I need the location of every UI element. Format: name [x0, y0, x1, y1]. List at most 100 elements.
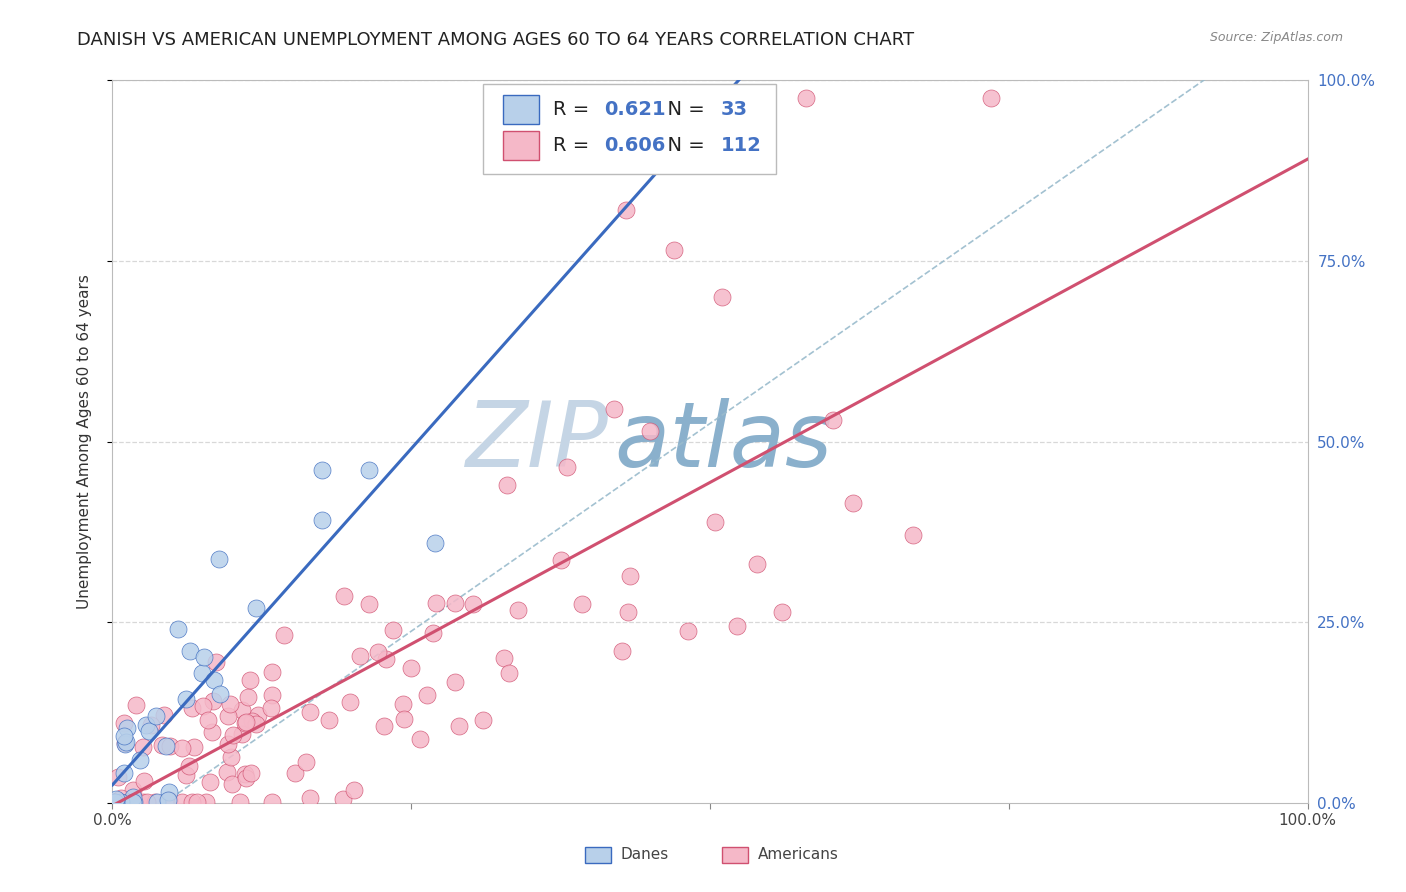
Point	[174, 691, 197, 706]
Point	[550, 553, 572, 567]
Point	[132, 795, 155, 809]
Point	[112, 715, 135, 730]
Text: DANISH VS AMERICAN UNEMPLOYMENT AMONG AGES 60 TO 64 YEARS CORRELATION CHART: DANISH VS AMERICAN UNEMPLOYMENT AMONG AG…	[77, 31, 914, 49]
Point	[229, 795, 252, 809]
Text: R =: R =	[554, 100, 596, 119]
Point	[318, 713, 340, 727]
Point	[239, 673, 262, 687]
Point	[444, 675, 467, 690]
Point	[416, 688, 439, 702]
Point	[298, 705, 321, 719]
Point	[132, 740, 155, 755]
Point	[135, 795, 157, 809]
Point	[221, 728, 243, 742]
Bar	[723, 847, 748, 863]
Point	[245, 717, 267, 731]
Point	[105, 792, 128, 806]
Point	[260, 701, 283, 715]
Text: 0.621: 0.621	[603, 100, 665, 119]
Text: 0.606: 0.606	[603, 136, 665, 155]
Point	[603, 402, 626, 417]
Point	[110, 795, 132, 809]
Point	[260, 795, 283, 809]
Point	[170, 795, 193, 809]
Point	[240, 714, 263, 728]
Point	[374, 652, 396, 666]
Point	[425, 535, 447, 549]
Point	[399, 661, 422, 675]
Point	[409, 732, 432, 747]
Point	[204, 655, 226, 669]
Point	[339, 695, 361, 709]
Point	[193, 650, 215, 665]
Point	[711, 290, 734, 304]
Point	[246, 707, 269, 722]
Point	[231, 727, 253, 741]
Point	[471, 713, 494, 727]
Point	[357, 597, 380, 611]
Text: atlas: atlas	[614, 398, 832, 485]
Point	[373, 719, 395, 733]
Point	[122, 783, 145, 797]
Point	[349, 648, 371, 663]
Point	[145, 709, 167, 723]
Point	[150, 738, 173, 752]
Point	[236, 690, 259, 705]
Point	[703, 515, 725, 529]
Point	[425, 596, 447, 610]
Point	[770, 605, 793, 619]
Point	[201, 694, 224, 708]
Point	[122, 795, 145, 809]
Point	[619, 569, 641, 583]
Point	[422, 625, 444, 640]
Point	[153, 708, 176, 723]
Point	[343, 783, 366, 797]
Point	[392, 697, 415, 711]
Point	[664, 243, 686, 257]
Point	[273, 628, 295, 642]
Point	[191, 665, 214, 680]
Point	[245, 600, 267, 615]
Point	[135, 718, 157, 732]
Point	[498, 665, 520, 680]
Point	[233, 767, 256, 781]
Point	[219, 750, 242, 764]
Point	[181, 701, 204, 715]
Point	[103, 795, 125, 809]
Point	[367, 645, 389, 659]
Point	[235, 772, 257, 786]
Point	[115, 795, 138, 809]
Point	[128, 753, 150, 767]
Point	[217, 764, 239, 779]
Bar	[585, 847, 610, 863]
Point	[747, 558, 769, 572]
Point	[117, 795, 139, 809]
Text: ZIP: ZIP	[465, 398, 609, 485]
Point	[172, 741, 194, 756]
Point	[359, 463, 381, 477]
Point	[444, 596, 467, 610]
Point	[262, 665, 284, 680]
Point	[179, 758, 201, 772]
Text: 33: 33	[721, 100, 748, 119]
Point	[186, 795, 208, 809]
Point	[240, 766, 263, 780]
Point	[180, 795, 202, 809]
Point	[103, 795, 125, 809]
Point	[311, 463, 333, 477]
Point	[208, 552, 231, 566]
Text: N =: N =	[655, 136, 711, 155]
Point	[197, 713, 219, 727]
Point	[617, 605, 640, 619]
Point	[114, 735, 136, 749]
Point	[122, 789, 145, 804]
Text: N =: N =	[655, 100, 711, 119]
Point	[141, 718, 163, 732]
Point	[157, 793, 180, 807]
Point	[218, 697, 240, 711]
Point	[159, 739, 181, 753]
Point	[122, 795, 145, 809]
Point	[392, 712, 415, 726]
Point	[195, 795, 218, 809]
Point	[233, 715, 256, 730]
